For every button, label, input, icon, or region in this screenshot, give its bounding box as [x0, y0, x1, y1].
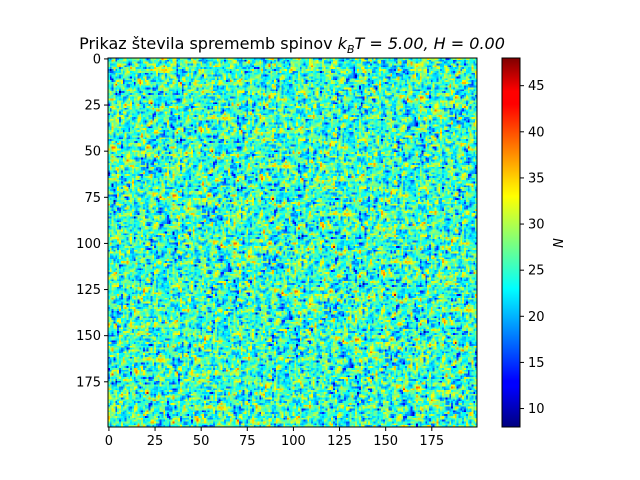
- title-prefix: Prikaz števila sprememb spinov: [79, 34, 338, 53]
- y-tick-label: 25: [84, 99, 101, 114]
- y-tick-label: 100: [76, 237, 101, 252]
- y-tick-label: 50: [84, 145, 101, 160]
- x-axis: 0 25 50 75 100 125 150 175: [105, 427, 444, 449]
- x-tick-label: 0: [105, 434, 113, 449]
- x-tick-label: 100: [281, 434, 306, 449]
- y-tick-label: 175: [76, 375, 101, 390]
- y-tick-label: 150: [76, 329, 101, 344]
- heatmap-plot-area: [108, 58, 477, 427]
- x-tick-label: 175: [419, 434, 444, 449]
- colorbar-axis: 10 15 20 25 30 35 40 45: [520, 79, 545, 417]
- plot-frame: [107, 57, 478, 428]
- x-tick-label: 75: [239, 434, 256, 449]
- y-tick-label: 0: [93, 52, 101, 67]
- y-axis: 0 25 50 75 100 125 150 175: [76, 52, 108, 390]
- colorbar-tick-label: 30: [528, 218, 545, 233]
- colorbar-tick-label: 35: [528, 171, 545, 186]
- colorbar-tick-label: 45: [528, 79, 545, 94]
- colorbar-tick-label: 25: [528, 264, 545, 279]
- x-tick-label: 50: [193, 434, 210, 449]
- colorbar-tick-label: 20: [528, 310, 545, 325]
- title-rest: T = 5.00, H = 0.00: [355, 34, 505, 53]
- colorbar-tick-label: 40: [528, 125, 545, 140]
- x-tick-label: 150: [373, 434, 398, 449]
- chart-title: Prikaz števila sprememb spinov kBT = 5.0…: [79, 34, 505, 56]
- colorbar: [501, 57, 521, 428]
- x-tick-label: 125: [327, 434, 352, 449]
- colorbar-tick-label: 15: [528, 356, 545, 371]
- title-sub: B: [347, 43, 355, 56]
- y-tick-label: 75: [84, 191, 101, 206]
- title-k: k: [338, 34, 348, 53]
- colorbar-tick-label: 10: [528, 402, 545, 417]
- x-tick-label: 25: [147, 434, 164, 449]
- y-tick-label: 125: [76, 283, 101, 298]
- colorbar-label: N: [552, 238, 567, 248]
